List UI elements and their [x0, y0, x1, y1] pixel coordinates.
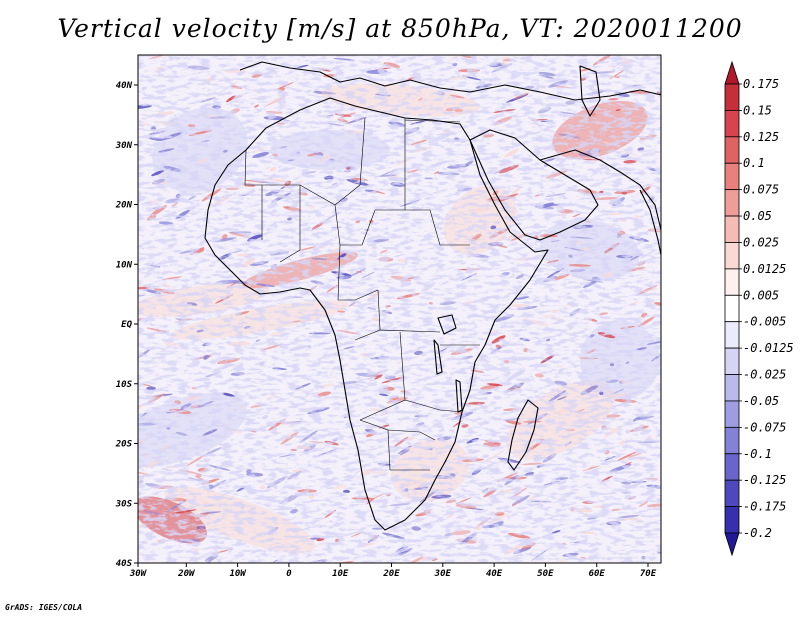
colorbar-segment [724, 374, 740, 402]
colorbar-segment [724, 479, 740, 507]
y-tick-label: 20S [115, 440, 133, 450]
grads-credit: GrADS: IGES/COLA [5, 603, 83, 612]
coastlines [204, 61, 661, 531]
x-tick-label: 0 [286, 569, 292, 579]
colorbar-label: 0.075 [743, 183, 779, 197]
x-tick-label: 70E [640, 569, 657, 579]
colorbar-label: -0.2 [743, 526, 772, 540]
colorbar-top-arrow [724, 60, 740, 85]
x-tick-label: 10E [332, 569, 349, 579]
colorbar-segment [724, 294, 740, 323]
x-tick-label: 20W [177, 569, 196, 579]
colorbar-segment [724, 347, 740, 375]
colorbar-label: 0.125 [743, 130, 779, 144]
y-tick-label: 30N [115, 141, 133, 151]
caspian-sea [579, 65, 601, 117]
y-tick-label: 10N [116, 260, 133, 270]
colorbar-segment [724, 189, 740, 217]
x-tick-label: 20E [382, 569, 400, 579]
africa-coastline [204, 97, 549, 531]
map-plot-area [138, 55, 661, 563]
y-tick-label: 20N [115, 201, 133, 211]
colorbar-label: 0.0125 [743, 262, 786, 276]
x-tick-label: 30E [434, 569, 452, 579]
colorbar-label: -0.075 [743, 420, 786, 434]
colorbar: 0.175 0.15 0.125 0.1 0.075 0.05 0.025 0.0125 0.0… [724, 60, 794, 557]
plot-frame [137, 54, 662, 564]
colorbar-label: 0.175 [743, 77, 779, 91]
y-tick-label: 10S [116, 380, 133, 390]
x-tick-label: 10W [229, 569, 247, 579]
velocity-texture [138, 55, 661, 563]
colorbar-segment [724, 110, 740, 138]
colorbar-label: -0.025 [743, 368, 786, 382]
y-tick-label: 40N [116, 81, 133, 91]
colorbar-label: 0.005 [743, 288, 779, 302]
arabia-coastline [469, 129, 599, 241]
colorbar-segment [724, 162, 740, 191]
colorbar-segment [724, 136, 740, 164]
lake-tanganyika [433, 339, 443, 375]
colorbar-segment [724, 268, 740, 296]
map-title: Vertical velocity [m/s] at 850hPa, VT: 2… [57, 14, 743, 43]
x-tick-label: 50E [537, 569, 554, 579]
colorbar-segment [724, 215, 740, 243]
colorbar-segment [724, 453, 740, 481]
colorbar-label: 0.025 [743, 235, 779, 249]
x-tick-label: 40E [486, 569, 503, 579]
y-tick-label: 40S [116, 559, 133, 569]
asia-coastline [539, 149, 661, 231]
colorbar-label: -0.005 [743, 315, 786, 329]
colorbar-label: 0.1 [743, 156, 765, 170]
colorbar-segment [724, 506, 740, 534]
colorbar-segment [724, 242, 740, 270]
colorbar-segment [724, 83, 740, 111]
country-borders [244, 117, 480, 471]
border-line [244, 117, 480, 471]
y-tick-label: EQ [121, 320, 132, 330]
colorbar-bottom-arrow [724, 532, 740, 557]
x-tick-label: 30W [129, 569, 148, 579]
x-axis: 30W 20W 10W 0 10E 20E 30E 40E 50E 60E 70E [129, 563, 657, 579]
y-axis: 40N 30N 20N 10N EQ 10S 20S 30S 40S [115, 81, 138, 569]
lake-malawi [455, 379, 463, 413]
europe-coastline [239, 61, 661, 101]
colorbar-label: -0.125 [743, 473, 786, 487]
colorbar-label: -0.0125 [743, 341, 794, 355]
colorbar-label: 0.05 [743, 209, 772, 223]
colorbar-segment [724, 400, 740, 428]
lake-victoria [437, 314, 457, 335]
colorbar-label: -0.1 [743, 447, 772, 461]
colorbar-label: -0.175 [743, 500, 786, 514]
india-coastline [639, 189, 661, 256]
y-tick-label: 30S [115, 499, 133, 509]
colorbar-segment [724, 321, 740, 349]
colorbar-segment [724, 426, 740, 455]
colorbar-label: -0.05 [743, 394, 779, 408]
x-tick-label: 60E [589, 569, 606, 579]
colorbar-label: 0.15 [743, 103, 772, 117]
madagascar-coastline [507, 399, 539, 471]
